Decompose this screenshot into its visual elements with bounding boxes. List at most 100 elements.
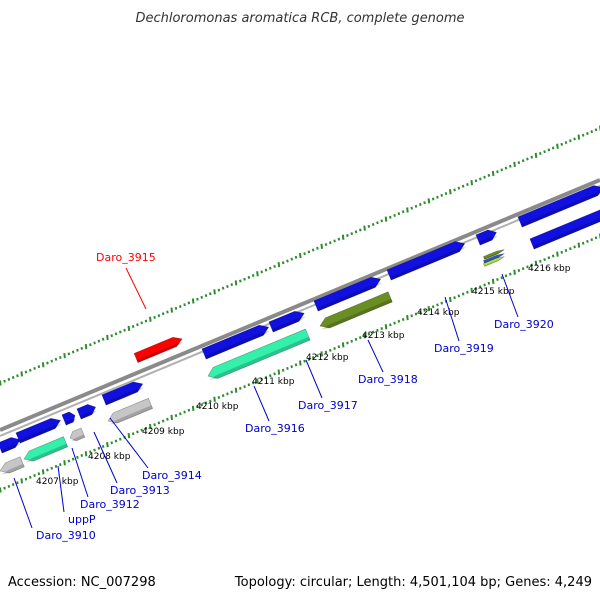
gene-label[interactable]: Daro_3913 (110, 484, 170, 497)
scale-tick-mark (513, 161, 516, 168)
gene-shade (321, 298, 393, 330)
scale-tick-mark (320, 351, 324, 357)
scale-tick-mark (161, 312, 165, 316)
gene-label[interactable]: Daro_3910 (36, 529, 96, 542)
scale-tick-mark (316, 246, 319, 250)
scale-tick-mark (277, 369, 281, 375)
scale-tick-mark (564, 249, 568, 252)
gene-shade (109, 405, 153, 425)
scale-tick-mark (80, 454, 84, 458)
scale-tick-mark (500, 168, 504, 172)
scale-tick-mark (329, 241, 332, 245)
gene-label[interactable]: Daro_3914 (142, 469, 202, 482)
scale-tick-mark (110, 441, 114, 445)
scale-tick-mark (50, 466, 54, 470)
scale-tick-mark (341, 342, 345, 348)
gene-label[interactable]: uppP (68, 513, 96, 526)
scale-tick-mark (436, 303, 439, 307)
tick-label: 4207 kbp (36, 477, 79, 487)
scale-tick-mark (7, 377, 11, 381)
gene-label[interactable]: Daro_3915 (96, 251, 156, 264)
scale-tick-mark (11, 483, 15, 487)
scale-tick-mark (440, 301, 444, 305)
scale-tick-mark (294, 255, 298, 259)
gene-shade (478, 235, 498, 246)
tick-label: 4212 kbp (306, 353, 349, 363)
scale-tick-mark (414, 204, 418, 208)
scale-tick-mark (303, 252, 306, 256)
gene-label[interactable]: Daro_3916 (245, 422, 305, 435)
gene-shade (0, 443, 22, 454)
tick-label: 4216 kbp (528, 264, 571, 274)
gene-shape (483, 256, 505, 267)
scale-tick-mark (131, 432, 135, 436)
scale-tick-mark (46, 468, 49, 472)
gene-shade (316, 282, 383, 312)
scale-tick-mark (431, 197, 435, 201)
scale-tick-mark (209, 292, 212, 296)
scale-tick-mark (97, 339, 101, 343)
scale-tick-mark (41, 469, 45, 475)
scale-tick-mark (367, 332, 371, 336)
gene-shape (313, 276, 382, 312)
scale-tick-mark (466, 290, 469, 294)
gene-label[interactable]: Daro_3919 (434, 342, 494, 355)
gene-label-leader (367, 339, 384, 373)
scale-tick-mark (389, 215, 392, 219)
scale-tick-mark (479, 285, 482, 289)
scale-tick-mark (226, 392, 229, 396)
gene-label-leader (253, 385, 270, 422)
scale-tick-mark (577, 134, 581, 140)
scale-tick-mark (457, 294, 461, 298)
scale-tick-mark (196, 405, 199, 409)
scale-tick-mark (504, 166, 508, 170)
scale-tick-mark (247, 275, 251, 279)
tick-label: 4215 kbp (472, 287, 515, 297)
scale-tick-mark (3, 379, 6, 383)
gene-label[interactable]: Daro_3918 (358, 373, 418, 386)
scale-tick-mark (221, 286, 225, 290)
gene-shape (101, 381, 144, 406)
scale-tick-mark (324, 350, 328, 354)
gene-label[interactable]: Daro_3917 (298, 399, 358, 412)
scale-tick-mark (260, 270, 264, 274)
scale-tick-mark (209, 399, 212, 403)
gene-feature-arrow (69, 427, 86, 442)
scale-tick-mark (0, 380, 2, 386)
scale-tick-mark (226, 284, 229, 288)
scale-tick-mark (286, 259, 289, 263)
scale-tick-mark (406, 315, 409, 321)
scale-tick-mark (496, 278, 499, 282)
gene-feature-arrow (517, 185, 600, 228)
scale-tick-mark (106, 442, 109, 448)
gene-label-leader (13, 477, 33, 529)
gene-label-leader (93, 431, 118, 484)
scale-tick-mark (67, 352, 71, 356)
scale-tick-mark (239, 386, 242, 390)
scale-tick-mark (474, 179, 478, 183)
gene-label[interactable]: Daro_3920 (494, 318, 554, 331)
scale-tick-mark (174, 306, 178, 310)
scale-tick-mark (569, 139, 572, 143)
scale-tick-mark (7, 484, 11, 488)
scale-tick-mark (59, 356, 62, 359)
scale-tick-mark (50, 359, 54, 363)
scale-tick-mark (161, 419, 165, 423)
scale-tick-mark (3, 486, 6, 490)
scale-tick-mark (294, 363, 298, 367)
scale-tick-mark (89, 343, 92, 347)
scale-tick-mark (436, 195, 439, 199)
gene-label[interactable]: Daro_3912 (80, 498, 140, 511)
scale-tick-mark (303, 359, 306, 363)
scale-tick-mark (11, 376, 15, 380)
scale-tick-mark (93, 341, 96, 345)
gene-label-leader (305, 359, 323, 399)
scale-tick-mark (131, 325, 135, 329)
scale-tick-mark (290, 257, 294, 261)
scale-tick-mark (140, 321, 144, 325)
scale-tick-mark (16, 481, 19, 485)
scale-tick-mark (341, 234, 345, 240)
gene-feature-arrow (76, 404, 98, 420)
scale-tick-mark (136, 323, 139, 327)
scale-tick-mark (299, 360, 302, 366)
